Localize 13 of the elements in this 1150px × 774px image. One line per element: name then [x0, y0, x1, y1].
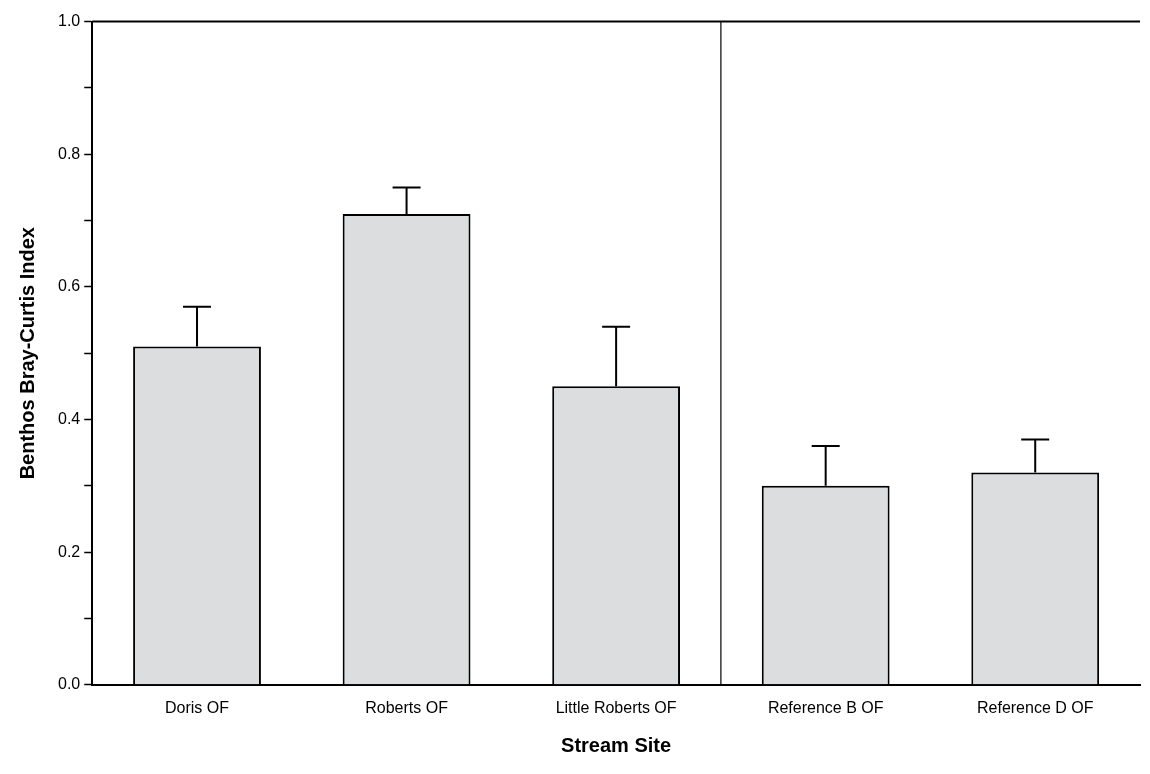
y-tick-label: 0.0 [57, 675, 81, 693]
y-axis-title: Benthos Bray-Curtis Index [15, 227, 38, 480]
y-tick-label: 0.6 [57, 277, 81, 295]
x-axis-title: Stream Site [561, 733, 672, 756]
y-tick-label: 0.8 [57, 144, 81, 162]
x-tick-label: Reference B OF [767, 698, 884, 716]
x-tick-label: Little Roberts OF [555, 698, 677, 716]
y-tick-label: 0.4 [57, 409, 81, 427]
x-tick-label: Doris OF [165, 698, 230, 716]
y-tick-label: 0.2 [57, 542, 81, 560]
x-tick-label: Reference D OF [976, 698, 1094, 716]
x-tick-label: Roberts OF [365, 698, 449, 716]
y-tick-label: 1.0 [57, 12, 81, 30]
